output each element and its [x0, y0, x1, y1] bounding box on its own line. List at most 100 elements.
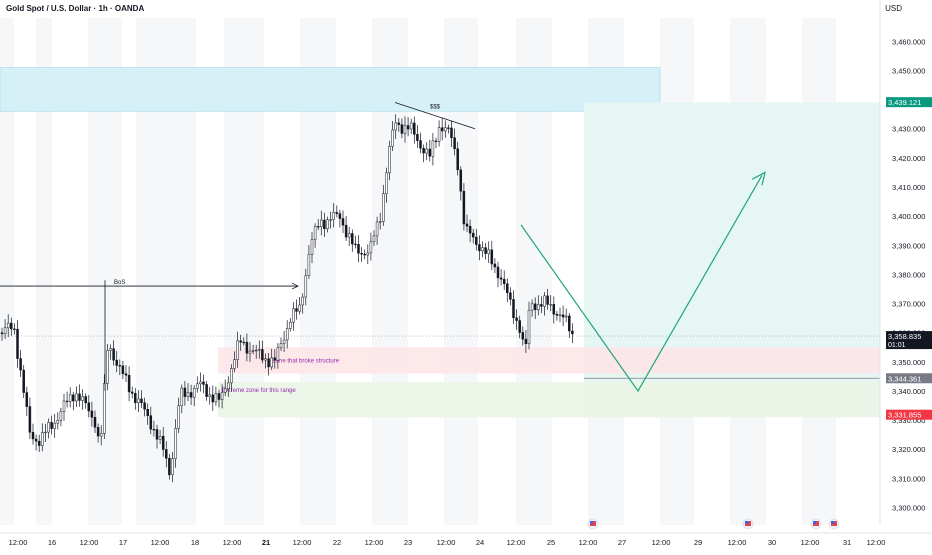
annotations: BoS $$$: [0, 102, 766, 393]
candle-body: [81, 396, 84, 401]
candle-body: [400, 124, 404, 134]
candle-body: [10, 322, 13, 330]
candle-body: [456, 148, 459, 171]
candle-body: [168, 458, 171, 476]
time-tick-label: 12:00: [579, 538, 598, 547]
projection-arrow: [751, 171, 766, 186]
candle-body: [527, 309, 531, 344]
candle-body: [462, 190, 466, 225]
candle-body: [25, 392, 29, 407]
candle-body: [220, 392, 224, 400]
candle-body: [366, 252, 370, 256]
time-tick-label: 25: [547, 538, 555, 547]
candle-body: [174, 428, 177, 459]
candle-body: [273, 357, 277, 361]
candle-body: [106, 350, 109, 384]
candle-body: [149, 415, 153, 430]
time-tick-label: 12:00: [151, 538, 170, 547]
candle-body: [72, 394, 75, 402]
session-band: [36, 18, 52, 525]
candle-body: [354, 243, 357, 246]
candle-body: [360, 253, 363, 255]
candle-body: [158, 435, 162, 440]
candle-body: [186, 392, 190, 397]
price-tick-label: 3,450.000: [892, 66, 925, 75]
candle-body: [230, 368, 233, 384]
price-badge-label: 3,344.361: [888, 374, 921, 383]
candle-body: [512, 299, 515, 319]
candle-body: [208, 394, 211, 397]
candle-body: [506, 283, 509, 294]
candle-body: [416, 134, 419, 141]
price-badge-label: 3,358.835: [888, 332, 921, 341]
candle-body: [16, 328, 19, 359]
candle-body: [37, 440, 41, 446]
price-gridlines: [0, 335, 880, 379]
price-tick-label: 3,390.000: [892, 241, 925, 250]
candle-body: [261, 349, 264, 361]
candle-body: [68, 394, 72, 402]
candle-body: [326, 219, 329, 229]
candle-body: [41, 432, 44, 446]
price-badge: [886, 373, 932, 384]
candle-body: [540, 304, 543, 307]
candle-body: [99, 433, 103, 437]
candle-body: [453, 137, 456, 150]
candle-body: [363, 253, 366, 256]
candle-body: [391, 129, 394, 147]
price-axis-background: [880, 0, 932, 550]
liquidity-line: [394, 102, 476, 130]
zone-broke-structure: [218, 347, 880, 374]
candle-body: [289, 321, 292, 329]
event-flag-canton: [831, 521, 834, 524]
candle-body: [121, 365, 125, 375]
time-tick-label: 17: [119, 538, 127, 547]
price-tick-label: 3,380.000: [892, 270, 925, 279]
candle-body: [183, 387, 187, 397]
candle-body: [75, 393, 78, 402]
candle-body: [316, 226, 320, 228]
candle-body: [118, 365, 122, 367]
candle-body: [310, 239, 314, 255]
candle-body: [434, 140, 438, 142]
time-tick-label: 16: [48, 538, 56, 547]
time-axis: 12:00 16 12:00 17 12:00 18 12:00 21 12:00 22 12:00…: [0, 518, 932, 550]
candle-body: [112, 348, 115, 361]
candle-body: [239, 340, 242, 343]
candle-body: [282, 339, 286, 344]
time-tick-label: 12:00: [801, 538, 820, 547]
candle-body: [53, 422, 56, 429]
price-tick-label: 3,330.000: [892, 416, 925, 425]
candle-body: [96, 427, 100, 437]
price-badge-label: 3,439.121: [888, 98, 921, 107]
candle-body: [459, 169, 463, 192]
candle-body: [258, 349, 261, 351]
candle-body: [223, 388, 227, 393]
candle-body: [171, 458, 174, 476]
projection-path: [520, 175, 763, 393]
candle-body: [487, 249, 490, 254]
candle-body: [44, 431, 47, 434]
candle-body: [515, 317, 518, 321]
candle-body: [236, 340, 239, 360]
time-tick-label: 30: [768, 538, 776, 547]
currency-label: USD: [885, 4, 902, 13]
candle-body: [3, 327, 7, 335]
candle-body: [165, 449, 168, 459]
candle-body: [192, 388, 196, 398]
time-tick-label: 12:00: [9, 538, 28, 547]
candle-body: [409, 122, 413, 130]
candle-body: [196, 383, 199, 389]
candle-body: [388, 146, 391, 174]
candle-body: [28, 406, 32, 433]
candle-body: [22, 369, 25, 393]
candle-body: [552, 304, 556, 315]
candle-body: [130, 391, 134, 394]
price-badge: [886, 331, 932, 350]
bos-arrow: [291, 282, 299, 290]
candle-body: [413, 122, 416, 135]
candle-body: [137, 398, 140, 403]
candle-body: [447, 127, 450, 129]
